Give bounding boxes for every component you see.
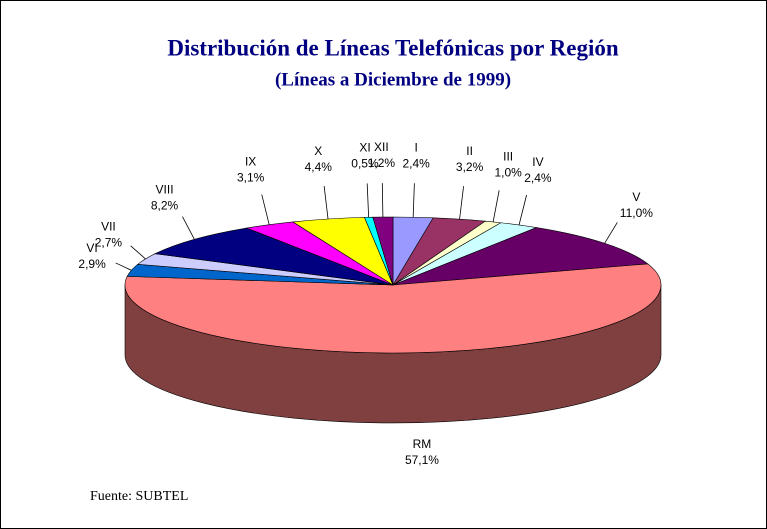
leader-line <box>115 262 132 271</box>
pie-slice <box>124 263 662 354</box>
slice-category: RM <box>413 437 432 451</box>
slice-category: VIII <box>156 182 174 196</box>
chart-subtitle: (Líneas a Diciembre de 1999) <box>275 69 511 90</box>
leader-line <box>492 190 500 222</box>
slice-value-label: 3,1% <box>237 171 265 185</box>
slice-value-label: 4,4% <box>305 160 333 174</box>
slice-category: VI <box>86 241 97 255</box>
leader-line <box>412 183 415 218</box>
leader-line <box>459 186 464 220</box>
slice-category: IV <box>532 155 543 169</box>
leader-line <box>323 185 329 220</box>
slice-value-label: 2,7% <box>95 236 123 250</box>
chart-title: Distribución de Líneas Telefónicas por R… <box>167 35 619 60</box>
slice-category: III <box>503 149 513 163</box>
leader-line <box>366 183 370 218</box>
slice-category: II <box>466 144 473 158</box>
slice-category: IX <box>245 155 256 169</box>
leader-line <box>261 194 270 225</box>
slice-category: V <box>632 190 640 204</box>
pie-slice <box>372 216 394 286</box>
slice-value-label: 57,1% <box>405 453 439 467</box>
leader-line <box>381 183 384 218</box>
leader-line <box>130 245 146 260</box>
slice-category: I <box>415 140 418 154</box>
slice-value-label: 3,2% <box>456 160 484 174</box>
pie-slice <box>154 227 394 286</box>
slice-category: X <box>314 144 322 158</box>
slice-value-label: 0,5% <box>351 157 379 171</box>
slice-value-label: 2,4% <box>403 156 431 170</box>
slice-value-label: 8,2% <box>151 198 179 212</box>
slice-value-label: 2,4% <box>524 171 552 185</box>
slice-value-label: 1,0% <box>494 165 522 179</box>
slice-category: XI <box>359 141 370 155</box>
slice-value-label: 1,2% <box>368 156 396 170</box>
slice-category: XII <box>374 140 389 154</box>
slice-value-label: 11,0% <box>620 206 653 220</box>
slice-category: VII <box>101 220 116 234</box>
leader-line <box>518 194 527 226</box>
leader-line <box>182 216 195 240</box>
slice-value-label: 2,9% <box>78 257 106 271</box>
leader-line <box>604 222 618 244</box>
source-note: Fuente: SUBTEL <box>90 489 188 504</box>
